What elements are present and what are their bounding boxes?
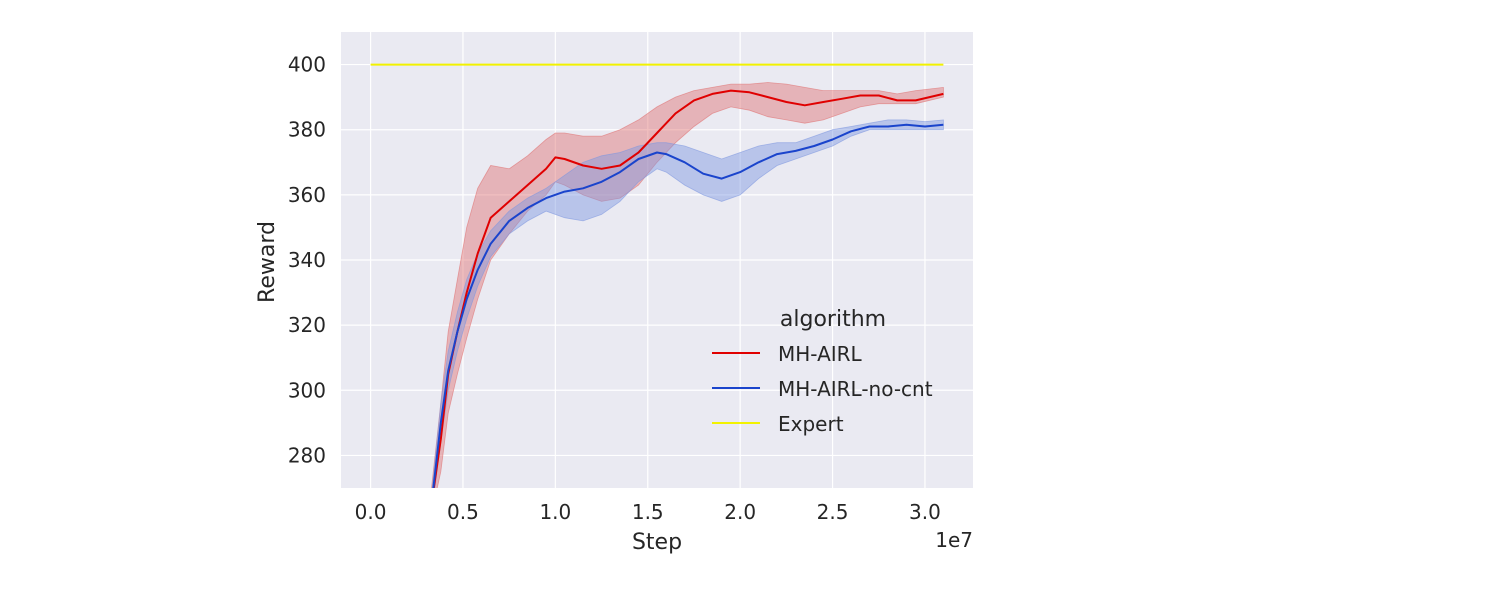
legend-title: algorithm [780, 307, 886, 332]
legend-label-mh-airl: MH-AIRL [778, 342, 863, 366]
x-tick-label: 3.0 [909, 500, 941, 524]
x-tick-label: 2.0 [724, 500, 756, 524]
y-axis-label: Reward [255, 221, 280, 303]
series-lines [370, 63, 944, 488]
legend-label-expert: Expert [778, 412, 844, 436]
y-tick-label: 320 [288, 313, 326, 337]
line-mh-airl-no-cnt [432, 123, 944, 488]
y-tick-label: 280 [288, 443, 326, 467]
x-axis-label: Step [632, 530, 682, 555]
y-tick-label: 340 [288, 248, 326, 272]
x-tick-label: 0.5 [447, 500, 479, 524]
line-mh-airl [432, 89, 944, 488]
x-tick-label: 2.5 [817, 500, 849, 524]
x-tick-label: 0.0 [355, 500, 387, 524]
y-tick-label: 300 [288, 378, 326, 402]
y-axis-ticks: 280 300 320 340 360 380 400 [288, 53, 326, 468]
band-mh-airl [431, 82, 944, 488]
band-mh-airl-no-cnt [431, 119, 944, 488]
x-axis-offset-label: 1e7 [935, 528, 973, 552]
x-tick-label: 1.5 [632, 500, 664, 524]
x-tick-label: 1.0 [539, 500, 571, 524]
legend-label-mh-airl-no-cnt: MH-AIRL-no-cnt [778, 377, 933, 401]
x-axis-ticks: 0.0 0.5 1.0 1.5 2.0 2.5 3.0 [355, 500, 941, 524]
y-tick-label: 400 [288, 53, 326, 77]
y-tick-label: 360 [288, 183, 326, 207]
confidence-bands [431, 82, 944, 488]
legend: algorithm MH-AIRL MH-AIRL-no-cnt Expert [712, 307, 933, 436]
y-tick-label: 380 [288, 118, 326, 142]
